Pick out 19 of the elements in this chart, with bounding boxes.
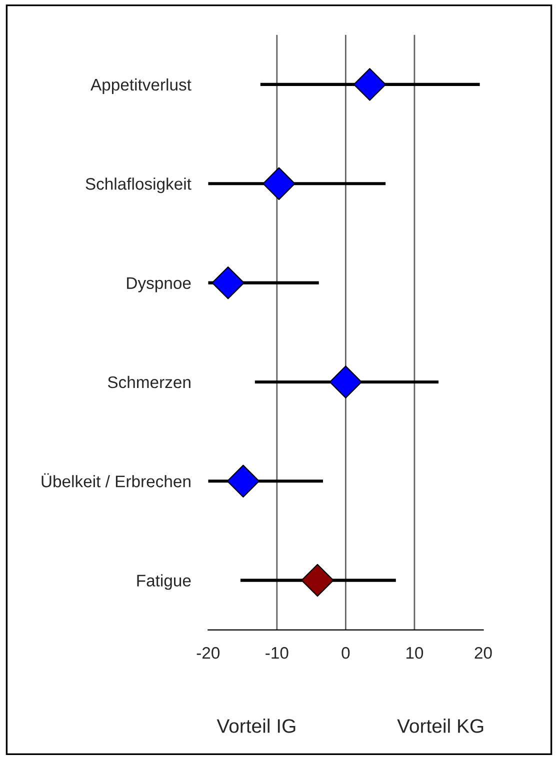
x-tick-label: 0: [342, 647, 350, 659]
point: [353, 68, 386, 101]
y-tick-label: Dyspnoe: [127, 277, 191, 292]
x-tick-label: -10: [266, 647, 288, 659]
text: Vorteil IG: [216, 718, 296, 733]
x-tick-label: 10: [406, 647, 424, 659]
y-tick-label: Appetitverlust: [90, 78, 192, 94]
point: [301, 564, 334, 597]
x-tick-label: 20: [474, 647, 492, 659]
point: [329, 366, 362, 398]
y-tick-label: Schlaflosigkeit: [86, 178, 192, 194]
point: [212, 266, 244, 300]
x-tick-label: -20: [196, 647, 220, 659]
point: [262, 167, 296, 200]
y-tick-label: Schmerzen: [108, 376, 190, 388]
text: Vorteil KG: [397, 718, 484, 733]
y-tick-label: Fatigue: [137, 574, 191, 590]
y-tick-label: Übelkeit / Erbrechen: [42, 473, 190, 488]
point: [226, 464, 260, 498]
